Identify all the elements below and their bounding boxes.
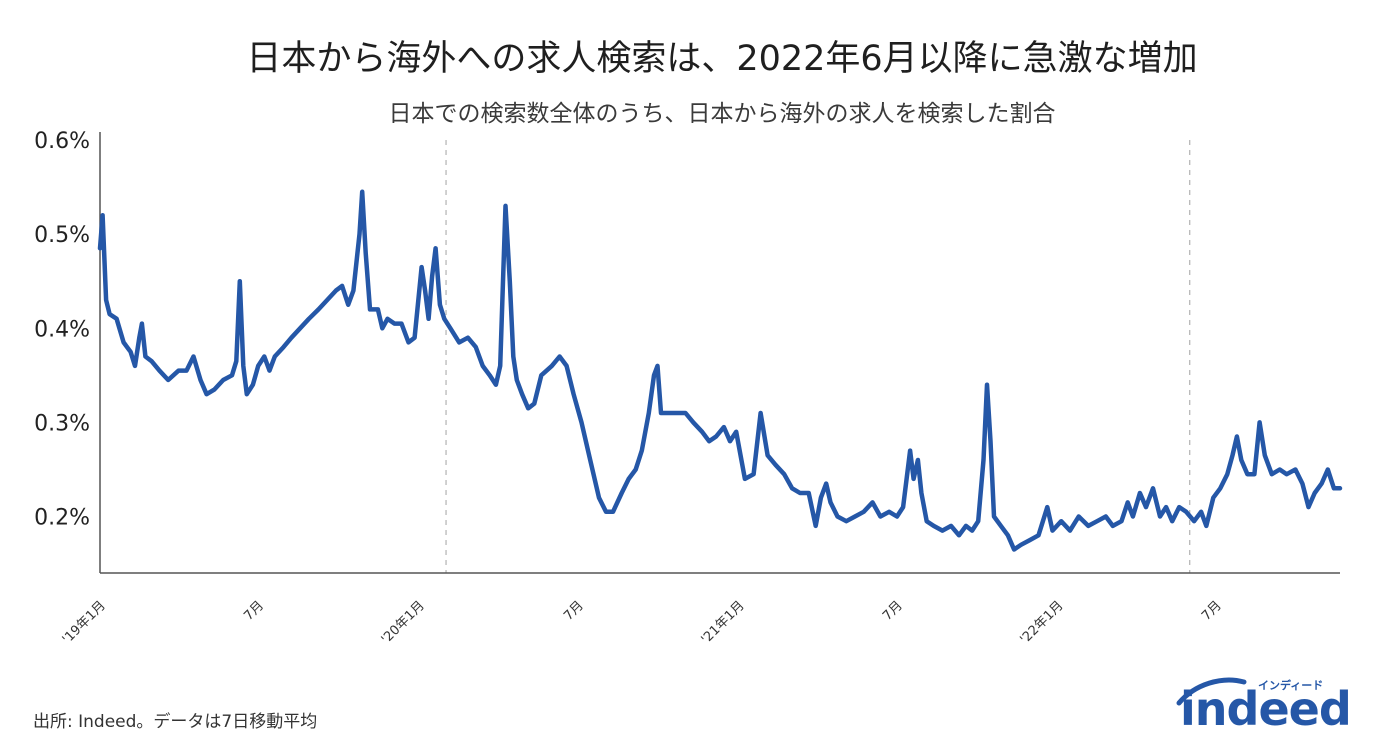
x-tick-label: 7月 [880, 598, 906, 624]
x-tick-label: '21年1月 [699, 598, 748, 647]
reference-lines [445, 140, 1191, 573]
y-tick-label: 0.5% [34, 223, 90, 248]
x-tick-label: '22年1月 [1018, 598, 1067, 647]
x-tick-label: 7月 [241, 598, 267, 624]
x-tick-label: 7月 [561, 598, 587, 624]
logo-swoosh-icon [1176, 677, 1247, 706]
y-tick-label: 0.3% [34, 411, 90, 436]
series-line-1 [97, 189, 1343, 552]
chart-title: 日本から海外への求人検索は、2022年6月以降に急激な増加 [246, 39, 1197, 79]
logo-wordmark: indeed [1180, 682, 1351, 736]
x-tick-label: 7月 [1199, 598, 1225, 624]
chart-subtitle: 日本での検索数全体のうち、日本から海外の求人を検索した割合 [389, 101, 1056, 127]
series-group [97, 189, 1343, 552]
logo-kana: インディード [1258, 678, 1323, 692]
x-tick-label: '19年1月 [60, 598, 109, 647]
x-tick-label: '20年1月 [379, 598, 428, 647]
indeed-logo: indeed インディード [1176, 677, 1352, 736]
y-tick-label: 0.6% [34, 129, 90, 154]
x-axis-ticks: '19年1月 7月 '20年1月 7月 '21年1月 7月 '22年1月 7月 [60, 598, 1225, 647]
y-tick-label: 0.2% [34, 506, 90, 531]
y-tick-label: 0.4% [34, 317, 90, 342]
y-axis-ticks: 0.6% 0.5% 0.4% 0.3% 0.2% [34, 129, 90, 531]
source-note: 出所: Indeed。データは7日移動平均 [33, 711, 317, 732]
